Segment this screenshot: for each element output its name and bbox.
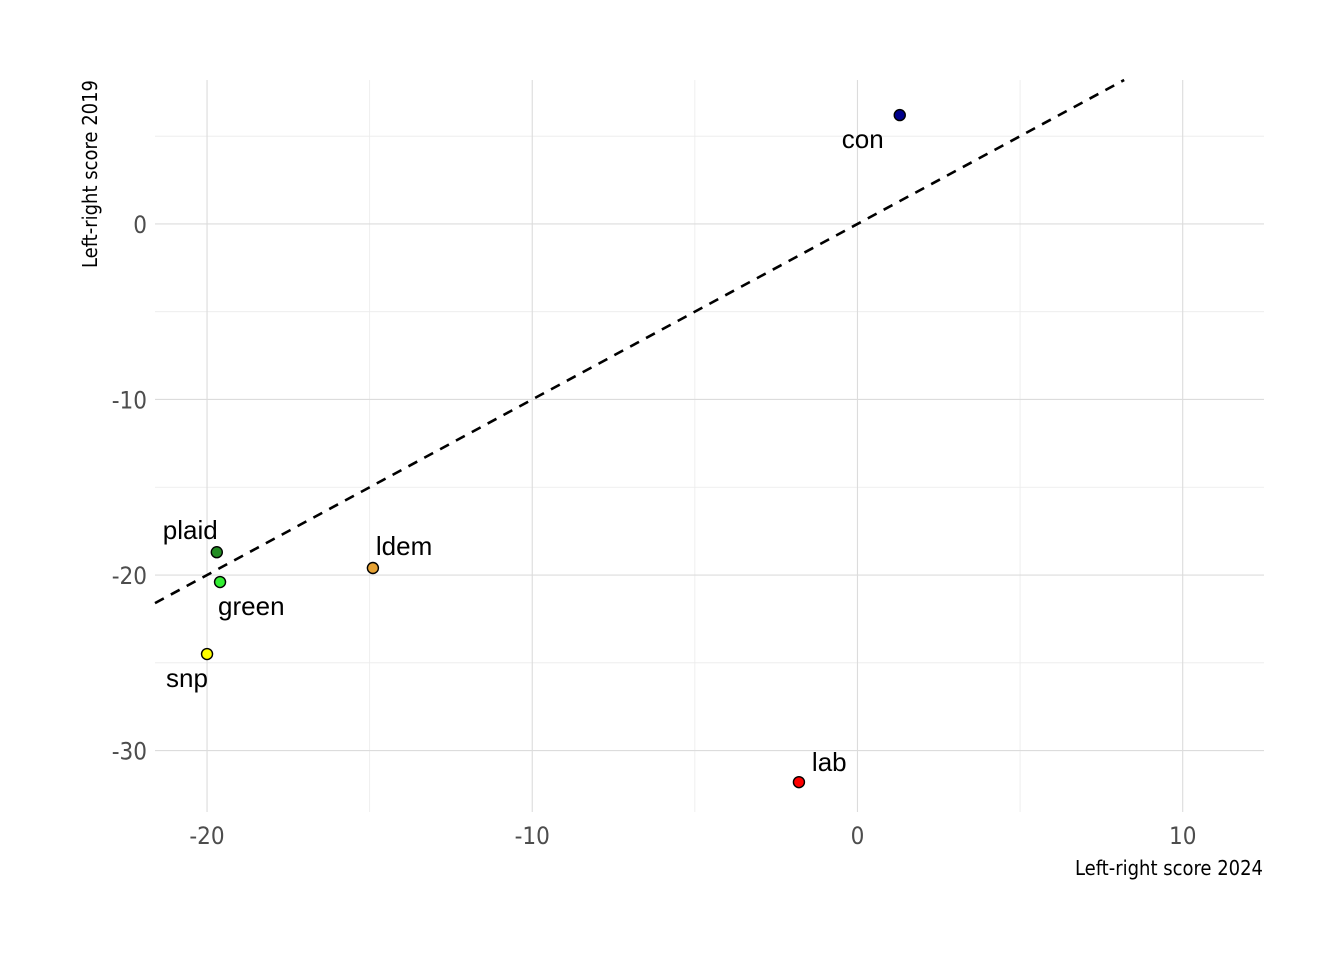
x-tick-label: -20	[189, 822, 224, 850]
major-gridlines	[155, 80, 1264, 812]
x-tick-labels: -20 -10 0 10	[189, 822, 1196, 850]
y-tick-label: -20	[112, 562, 147, 590]
point-ldem	[366, 561, 380, 575]
point-label-snp: snp	[166, 663, 208, 693]
y-tick-label: -10	[112, 386, 147, 414]
reference-line-group	[154, 78, 1125, 605]
point-snp	[200, 647, 214, 661]
point-label-con: con	[842, 124, 884, 154]
point-label-lab: lab	[812, 747, 847, 777]
y-tick-labels: -30 -20 -10 0	[112, 211, 147, 766]
point-label-green: green	[218, 591, 285, 621]
point-labels: con lab ldem plaid green snp	[163, 124, 884, 777]
y-tick-label: -30	[112, 738, 147, 766]
data-points	[200, 108, 906, 789]
x-tick-label: -10	[515, 822, 550, 850]
reference-line	[154, 78, 1125, 605]
x-axis-title: Left-right score 2024	[1075, 856, 1263, 880]
y-axis-title: Left-right score 2019	[78, 80, 102, 268]
y-tick-label: 0	[133, 211, 147, 239]
x-tick-label: 0	[851, 822, 865, 850]
point-label-ldem: ldem	[376, 531, 432, 561]
point-lab	[792, 775, 806, 789]
point-label-plaid: plaid	[163, 515, 218, 545]
point-green	[213, 575, 227, 589]
point-plaid	[210, 546, 223, 559]
x-tick-label: 10	[1169, 822, 1196, 850]
point-con	[893, 108, 906, 122]
minor-gridlines	[155, 80, 1264, 812]
